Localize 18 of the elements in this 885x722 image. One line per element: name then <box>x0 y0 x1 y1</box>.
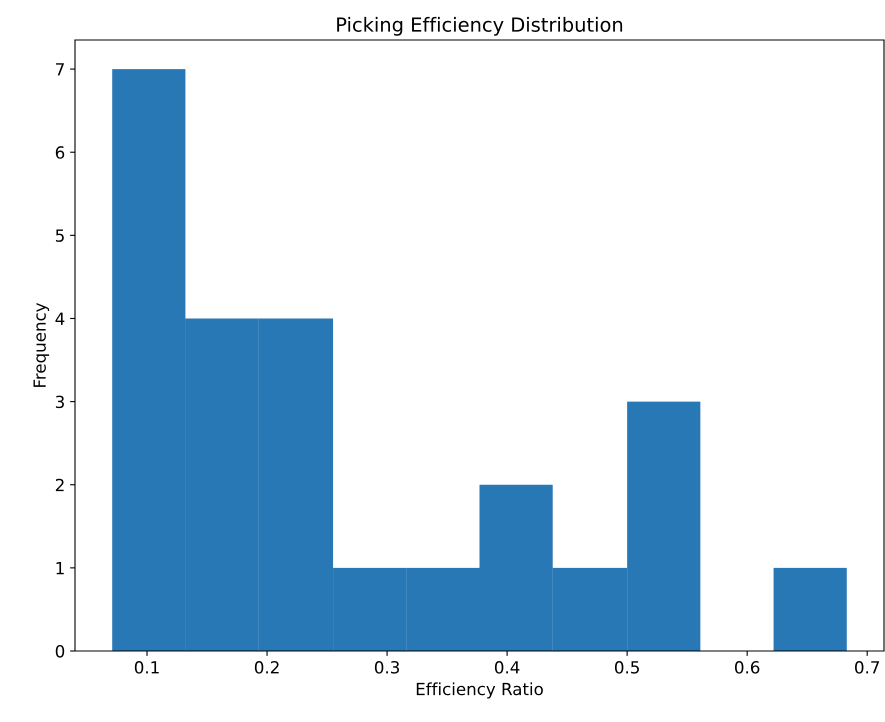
x-tick-label: 0.2 <box>254 661 279 674</box>
x-tick-label: 0.1 <box>134 661 159 674</box>
y-tick-label: 6 <box>56 146 64 159</box>
y-tick-label: 3 <box>56 396 64 408</box>
y-axis-title: Frequency <box>34 302 50 387</box>
y-tick-label: 7 <box>56 63 64 76</box>
y-tick-label: 0 <box>56 644 64 658</box>
y-tick-label: 5 <box>56 230 64 242</box>
y-tick-label: 4 <box>55 312 64 325</box>
y-tick-label: 1 <box>56 562 64 574</box>
x-tick-label: 0.3 <box>374 661 399 674</box>
x-tick-label: 0.6 <box>735 661 760 674</box>
chart-title: Picking Efficiency Distribution <box>337 16 622 36</box>
x-tick-label: 0.4 <box>494 661 520 674</box>
x-tick-label: 0.5 <box>614 661 639 674</box>
x-axis-title: Efficiency Ratio <box>416 682 543 699</box>
x-tick-label: 0.7 <box>855 661 880 674</box>
y-tick-label: 2 <box>56 478 64 492</box>
